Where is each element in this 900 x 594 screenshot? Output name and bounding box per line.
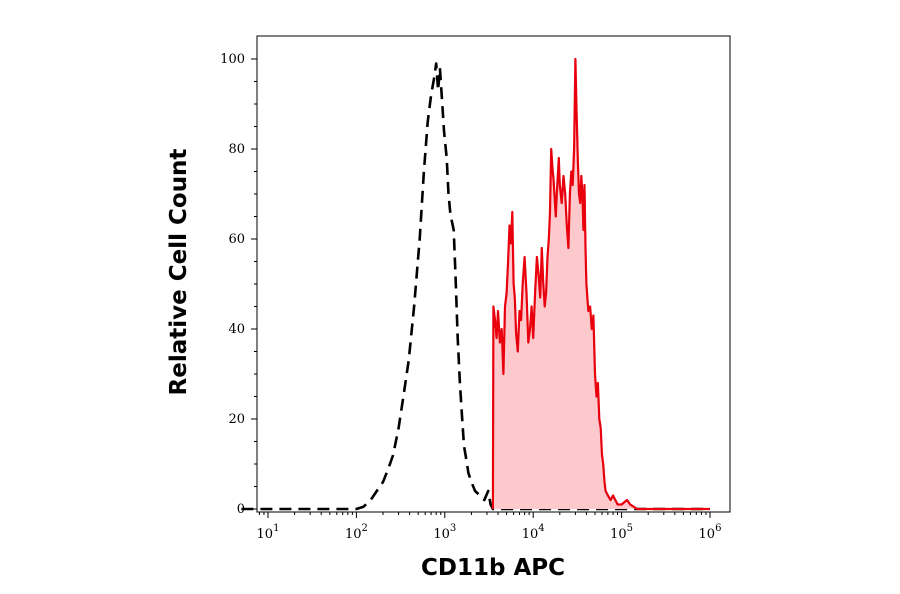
y-tick-label: 20 xyxy=(228,412,245,427)
x-tick-exponent: 5 xyxy=(627,523,633,534)
x-tick-base: 10 xyxy=(345,527,362,542)
x-tick-base: 10 xyxy=(257,527,274,542)
x-tick-label: 106 xyxy=(699,523,722,542)
x-tick-label: 105 xyxy=(610,523,633,542)
y-tick-label: 40 xyxy=(228,322,245,337)
x-tick-exponent: 4 xyxy=(538,523,544,534)
x-tick-base: 10 xyxy=(610,527,627,542)
x-tick-label: 104 xyxy=(522,523,545,542)
y-tick-label: 80 xyxy=(228,142,245,157)
x-tick-base: 10 xyxy=(433,527,450,542)
y-tick-label: 60 xyxy=(228,232,245,247)
plot-frame xyxy=(256,35,731,513)
x-tick-label: 102 xyxy=(345,523,368,542)
x-tick-base: 10 xyxy=(699,527,716,542)
y-tick-label: 100 xyxy=(220,52,245,67)
series-1-area xyxy=(492,59,710,509)
x-tick-label: 101 xyxy=(257,523,280,542)
x-tick-exponent: 2 xyxy=(361,523,367,534)
series-0-line xyxy=(241,62,710,511)
x-axis-title: CD11b APC xyxy=(421,555,565,581)
x-tick-label: 103 xyxy=(433,523,456,542)
x-tick-exponent: 1 xyxy=(273,523,279,534)
series-1-line xyxy=(491,57,710,511)
x-tick-exponent: 6 xyxy=(715,523,721,534)
x-tick-exponent: 3 xyxy=(450,523,456,534)
x-tick-base: 10 xyxy=(522,527,539,542)
y-axis-title: Relative Cell Count xyxy=(166,149,192,396)
series-layer xyxy=(241,57,710,511)
y-tick-label: 0 xyxy=(237,502,245,517)
